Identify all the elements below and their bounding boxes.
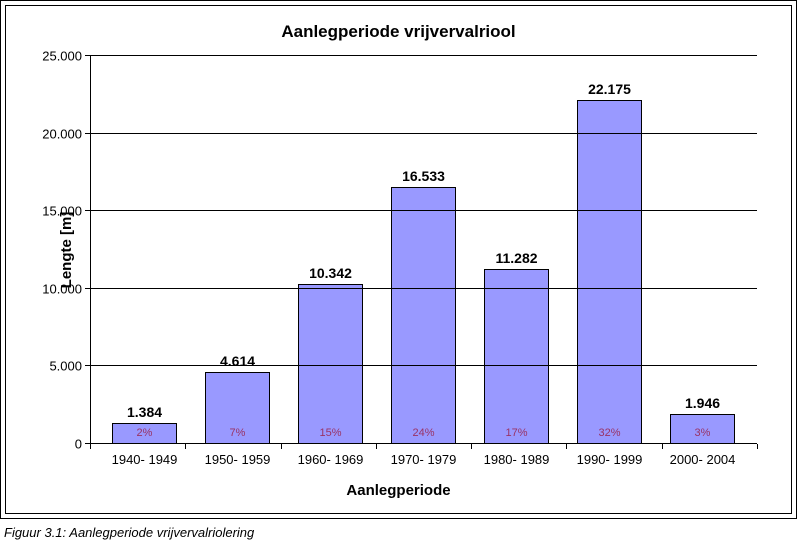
gridline (90, 365, 757, 366)
x-tick-mark (185, 444, 186, 449)
chart-title: Aanlegperiode vrijvervalriool (20, 22, 777, 42)
bar-slot: 16.53324%1970- 1979 (377, 56, 470, 444)
bar-percent-label: 7% (230, 427, 246, 439)
x-tick-mark (90, 444, 91, 449)
x-tick-mark (471, 444, 472, 449)
bar-percent-label: 24% (412, 427, 434, 439)
x-tick-label: 1970- 1979 (391, 452, 457, 467)
x-tick-mark (662, 444, 663, 449)
y-tick-label: 0 (75, 437, 82, 452)
bar-percent-label: 17% (505, 427, 527, 439)
bar-slot: 22.17532%1990- 1999 (563, 56, 656, 444)
x-tick-mark (757, 444, 758, 449)
y-tick-label: 20.000 (42, 126, 82, 141)
bar: 4.6147% (205, 372, 270, 444)
gridline (90, 288, 757, 289)
bar-slot: 4.6147%1950- 1959 (191, 56, 284, 444)
bar: 1.3842% (112, 423, 177, 444)
y-tick-mark (85, 55, 90, 56)
x-tick-label: 1950- 1959 (205, 452, 271, 467)
bar: 11.28217% (484, 269, 549, 444)
bar-value-label: 1.384 (127, 404, 162, 420)
x-axis-label: Aanlegperiode (20, 482, 777, 499)
x-tick-label: 1960- 1969 (298, 452, 364, 467)
bar-slot: 11.28217%1980- 1989 (470, 56, 563, 444)
chart-inner-frame: Aanlegperiode vrijvervalriool Lengte [m]… (5, 5, 792, 514)
bar: 1.9463% (670, 414, 735, 444)
bar-value-label: 4.614 (220, 353, 255, 369)
chart-outer-frame: Aanlegperiode vrijvervalriool Lengte [m]… (0, 0, 797, 519)
chart-area: Lengte [m] 1.3842%1940- 19494.6147%1950-… (90, 56, 757, 444)
bar-percent-label: 3% (695, 427, 711, 439)
plot-region: 1.3842%1940- 19494.6147%1950- 195910.342… (90, 56, 757, 444)
y-tick-label: 10.000 (42, 281, 82, 296)
figure-caption: Figuur 3.1: Aanlegperiode vrijvervalriol… (4, 525, 797, 540)
y-tick-mark (85, 365, 90, 366)
y-axis-label: Lengte [m] (58, 212, 75, 289)
bar-slot: 10.34215%1960- 1969 (284, 56, 377, 444)
gridline (90, 55, 757, 56)
bar-value-label: 22.175 (588, 81, 631, 97)
x-tick-mark (376, 444, 377, 449)
bars-container: 1.3842%1940- 19494.6147%1950- 195910.342… (90, 56, 757, 444)
bar-value-label: 16.533 (402, 168, 445, 184)
x-tick-label: 1980- 1989 (484, 452, 550, 467)
x-tick-label: 1990- 1999 (577, 452, 643, 467)
bar-value-label: 10.342 (309, 265, 352, 281)
bar-slot: 1.3842%1940- 1949 (98, 56, 191, 444)
bar-percent-label: 15% (319, 427, 341, 439)
y-tick-mark (85, 288, 90, 289)
bar-value-label: 11.282 (495, 250, 537, 266)
x-tick-label: 1940- 1949 (112, 452, 178, 467)
bar-slot: 1.9463%2000- 2004 (656, 56, 749, 444)
bar-value-label: 1.946 (685, 395, 720, 411)
bar-percent-label: 2% (137, 427, 153, 439)
bar: 16.53324% (391, 187, 456, 444)
x-tick-mark (281, 444, 282, 449)
bar-percent-label: 32% (598, 427, 620, 439)
x-tick-mark (566, 444, 567, 449)
gridline (90, 210, 757, 211)
x-tick-label: 2000- 2004 (670, 452, 736, 467)
y-tick-label: 15.000 (42, 204, 82, 219)
y-tick-label: 25.000 (42, 49, 82, 64)
y-tick-label: 5.000 (49, 359, 82, 374)
gridline (90, 133, 757, 134)
bar: 22.17532% (577, 100, 642, 444)
y-tick-mark (85, 210, 90, 211)
y-tick-mark (85, 133, 90, 134)
bar: 10.34215% (298, 284, 363, 445)
